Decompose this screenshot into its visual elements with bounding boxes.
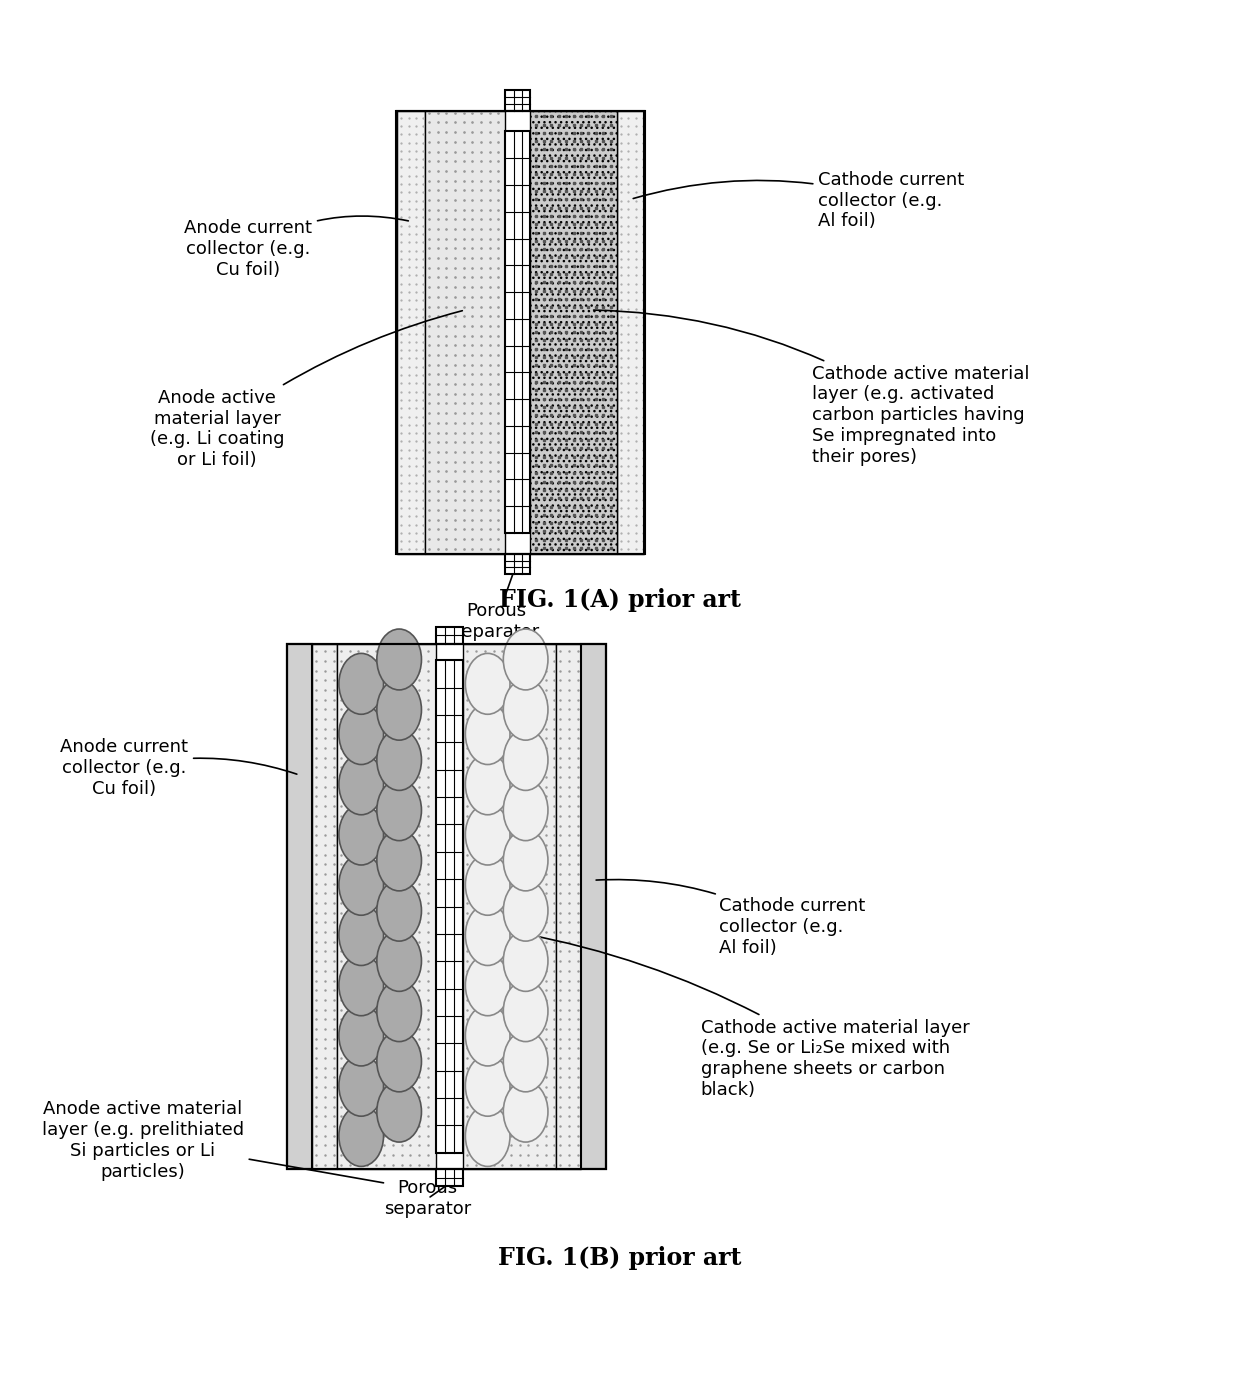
Ellipse shape bbox=[377, 1031, 422, 1092]
Ellipse shape bbox=[377, 830, 422, 891]
Ellipse shape bbox=[377, 729, 422, 790]
Bar bbox=[436, 627, 464, 644]
Bar bbox=[397, 111, 645, 554]
Ellipse shape bbox=[465, 1106, 510, 1167]
Text: Anode current
collector (e.g.
Cu foil): Anode current collector (e.g. Cu foil) bbox=[60, 738, 296, 799]
Bar bbox=[337, 644, 436, 1169]
Ellipse shape bbox=[377, 880, 422, 941]
Ellipse shape bbox=[503, 680, 548, 740]
Ellipse shape bbox=[465, 754, 510, 815]
Ellipse shape bbox=[503, 1081, 548, 1142]
Bar bbox=[580, 644, 606, 1169]
Ellipse shape bbox=[465, 804, 510, 865]
Bar bbox=[424, 111, 506, 554]
Ellipse shape bbox=[503, 729, 548, 790]
Ellipse shape bbox=[465, 1005, 510, 1066]
Text: Anode active
material layer
(e.g. Li coating
or Li foil): Anode active material layer (e.g. Li coa… bbox=[150, 311, 463, 469]
Text: Cathode current
collector (e.g.
Al foil): Cathode current collector (e.g. Al foil) bbox=[634, 170, 965, 231]
Bar bbox=[436, 660, 464, 1153]
Ellipse shape bbox=[339, 1106, 383, 1167]
Ellipse shape bbox=[377, 680, 422, 740]
Ellipse shape bbox=[465, 854, 510, 915]
Ellipse shape bbox=[465, 955, 510, 1016]
Bar bbox=[397, 111, 645, 554]
Bar bbox=[557, 644, 582, 1169]
Text: Porous
separator: Porous separator bbox=[384, 1179, 471, 1218]
Bar bbox=[288, 644, 312, 1169]
Ellipse shape bbox=[503, 930, 548, 991]
Bar bbox=[506, 131, 531, 533]
Text: FIG. 1(A) prior art: FIG. 1(A) prior art bbox=[498, 588, 742, 612]
Bar bbox=[436, 1169, 464, 1186]
Ellipse shape bbox=[465, 905, 510, 966]
Ellipse shape bbox=[339, 754, 383, 815]
Bar bbox=[464, 644, 557, 1169]
Ellipse shape bbox=[465, 1055, 510, 1116]
Ellipse shape bbox=[339, 653, 383, 714]
Ellipse shape bbox=[339, 905, 383, 966]
Ellipse shape bbox=[503, 830, 548, 891]
Text: Cathode active material
layer (e.g. activated
carbon particles having
Se impregn: Cathode active material layer (e.g. acti… bbox=[594, 310, 1029, 466]
Ellipse shape bbox=[503, 628, 548, 691]
Ellipse shape bbox=[465, 703, 510, 764]
Bar bbox=[288, 644, 605, 1169]
Ellipse shape bbox=[377, 1081, 422, 1142]
Bar bbox=[618, 111, 645, 554]
Bar bbox=[288, 644, 605, 1169]
Ellipse shape bbox=[339, 1005, 383, 1066]
Ellipse shape bbox=[503, 880, 548, 941]
Bar bbox=[312, 644, 337, 1169]
Ellipse shape bbox=[377, 981, 422, 1042]
Ellipse shape bbox=[339, 955, 383, 1016]
Ellipse shape bbox=[339, 703, 383, 764]
Ellipse shape bbox=[339, 804, 383, 865]
Text: FIG. 1(B) prior art: FIG. 1(B) prior art bbox=[498, 1246, 742, 1269]
Text: Cathode current
collector (e.g.
Al foil): Cathode current collector (e.g. Al foil) bbox=[596, 880, 866, 958]
Bar bbox=[531, 111, 618, 554]
Text: Anode active material
layer (e.g. prelithiated
Si particles or Li
particles): Anode active material layer (e.g. prelit… bbox=[41, 1100, 383, 1183]
Text: Cathode active material layer
(e.g. Se or Li₂Se mixed with
graphene sheets or ca: Cathode active material layer (e.g. Se o… bbox=[522, 933, 970, 1099]
Text: Porous
separator: Porous separator bbox=[453, 563, 539, 641]
Ellipse shape bbox=[465, 653, 510, 714]
Bar bbox=[397, 111, 424, 554]
Ellipse shape bbox=[377, 930, 422, 991]
Ellipse shape bbox=[377, 628, 422, 691]
Ellipse shape bbox=[503, 1031, 548, 1092]
Bar bbox=[506, 554, 531, 574]
Text: Anode current
collector (e.g.
Cu foil): Anode current collector (e.g. Cu foil) bbox=[184, 216, 408, 280]
Bar bbox=[506, 90, 531, 111]
Ellipse shape bbox=[339, 1055, 383, 1116]
Ellipse shape bbox=[503, 981, 548, 1042]
Ellipse shape bbox=[377, 779, 422, 840]
Ellipse shape bbox=[339, 854, 383, 915]
Ellipse shape bbox=[503, 779, 548, 840]
